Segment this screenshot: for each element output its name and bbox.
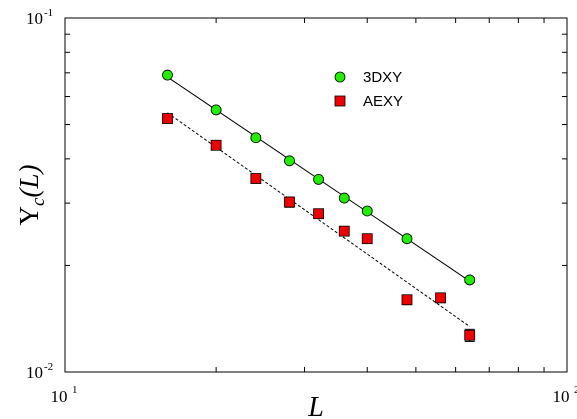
data-point-3dxy <box>162 69 173 81</box>
x-axis-title: L <box>307 392 324 419</box>
legend-label-aexy: AEXY <box>363 93 403 110</box>
data-point-aexy <box>401 294 413 306</box>
data-point-3dxy <box>361 205 373 217</box>
data-point-3dxy <box>313 173 324 185</box>
y-axis-title: Yc(L) <box>14 165 49 226</box>
data-point-3dxy <box>210 104 222 116</box>
data-point-3dxy <box>464 274 476 286</box>
data-point-aexy <box>250 173 262 184</box>
plot-frame <box>64 17 568 373</box>
x-tick-label-exponent: 1 <box>72 384 78 396</box>
legend-entry-3dxy: 3DXY <box>334 69 402 86</box>
y-tick-label: 10 <box>26 363 43 382</box>
y-tick-label-exponent: -1 <box>44 7 53 19</box>
x-tick-label-exponent: 2 <box>574 384 577 396</box>
data-point-aexy <box>435 292 446 304</box>
y-tick-label-exponent: -2 <box>44 361 53 373</box>
legend: 3DXY AEXY <box>334 69 403 110</box>
data-point-aexy <box>338 225 350 237</box>
data-point-aexy <box>162 113 173 124</box>
data-point-3dxy <box>401 233 413 245</box>
y-tick-label: 10 <box>26 9 43 28</box>
data-point-3dxy <box>284 155 295 167</box>
axis-ticks: 10 1 10 210 -210 -1 <box>26 7 577 406</box>
data-point-3dxy <box>338 192 350 204</box>
legend-marker-aexy-icon <box>334 95 346 107</box>
data-point-aexy <box>284 196 295 208</box>
legend-label-3dxy: 3DXY <box>363 69 402 86</box>
legend-entry-aexy: AEXY <box>334 93 403 110</box>
data-point-aexy <box>361 233 373 245</box>
data-point-aexy <box>313 208 324 220</box>
legend-marker-3dxy-icon <box>334 71 346 83</box>
x-tick-label: 10 <box>51 387 68 406</box>
data-point-aexy <box>464 329 476 341</box>
x-tick-label: 10 <box>553 387 570 406</box>
data-point-3dxy <box>250 132 262 144</box>
data-point-aexy <box>210 139 222 151</box>
plot-area <box>162 69 476 342</box>
